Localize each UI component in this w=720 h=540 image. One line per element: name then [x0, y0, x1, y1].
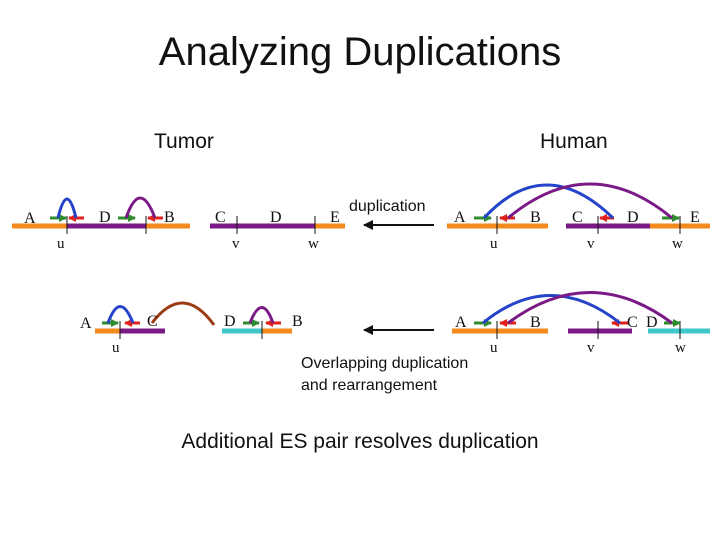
- human-bottom-arc-blue: [482, 294, 621, 325]
- human-bottom-point-w: w: [675, 340, 686, 356]
- tumor-bottom-seg-D: D: [224, 313, 236, 330]
- tumor-top-seg-E: E: [330, 209, 340, 226]
- human-bottom-seg-D: D: [646, 314, 658, 331]
- human-bottom-seg-C: C: [627, 314, 638, 331]
- tumor-bottom-point-u: u: [112, 340, 120, 356]
- tumor-top-point-v: v: [232, 236, 240, 252]
- human-top-row: A B C D E u v w: [447, 182, 710, 252]
- bottom-caption: Additional ES pair resolves duplication: [181, 430, 539, 453]
- tumor-bottom-arc-blue: [106, 305, 135, 324]
- human-bottom-point-u: u: [490, 340, 498, 356]
- duplication-caption: duplication: [349, 198, 426, 215]
- tumor-bottom-arc-brown: [150, 301, 216, 326]
- human-bottom-row: A B C D u v w: [452, 291, 710, 356]
- overlapping-caption-line2: and rearrangement: [301, 377, 438, 394]
- human-heading: Human: [540, 130, 608, 153]
- tumor-top-point-u: u: [57, 236, 65, 252]
- human-top-point-w: w: [672, 236, 683, 252]
- tumor-top-arc-purple: [124, 196, 157, 219]
- tumor-heading: Tumor: [154, 130, 214, 153]
- human-bottom-seg-B: B: [530, 314, 541, 331]
- tumor-bottom-arc-purple: [248, 306, 275, 324]
- slide-title: Analyzing Duplications: [158, 30, 562, 74]
- human-top-seg-B: B: [530, 209, 541, 226]
- human-top-arc-blue: [482, 183, 615, 220]
- human-top-seg-D: D: [627, 209, 639, 226]
- human-top-seg-A: A: [454, 209, 466, 226]
- tumor-top-seg-C: C: [215, 209, 226, 226]
- human-top-seg-E: E: [690, 209, 700, 226]
- tumor-top-seg-B: B: [164, 209, 175, 226]
- human-top-point-v: v: [587, 236, 595, 252]
- human-top-seg-C: C: [572, 209, 583, 226]
- human-bottom-point-v: v: [587, 340, 595, 356]
- human-bottom-arc-purple: [507, 291, 673, 325]
- tumor-top-arc-blue: [56, 197, 78, 219]
- tumor-top-point-w: w: [308, 236, 319, 252]
- overlapping-caption-line1: Overlapping duplication: [301, 355, 469, 372]
- tumor-bottom-seg-C: C: [147, 313, 158, 330]
- tumor-bottom-row: A C D B u: [80, 301, 303, 356]
- tumor-top-seg-D2: D: [270, 209, 282, 226]
- human-top-point-u: u: [490, 236, 498, 252]
- tumor-top-seg-A: A: [24, 210, 36, 227]
- human-top-arc-purple: [507, 182, 673, 220]
- human-bottom-seg-A: A: [455, 314, 467, 331]
- tumor-top-seg-D: D: [99, 209, 111, 226]
- tumor-bottom-seg-A: A: [80, 315, 92, 332]
- tumor-bottom-seg-B: B: [292, 313, 303, 330]
- tumor-top-row: A D B C D E u v w: [12, 196, 345, 252]
